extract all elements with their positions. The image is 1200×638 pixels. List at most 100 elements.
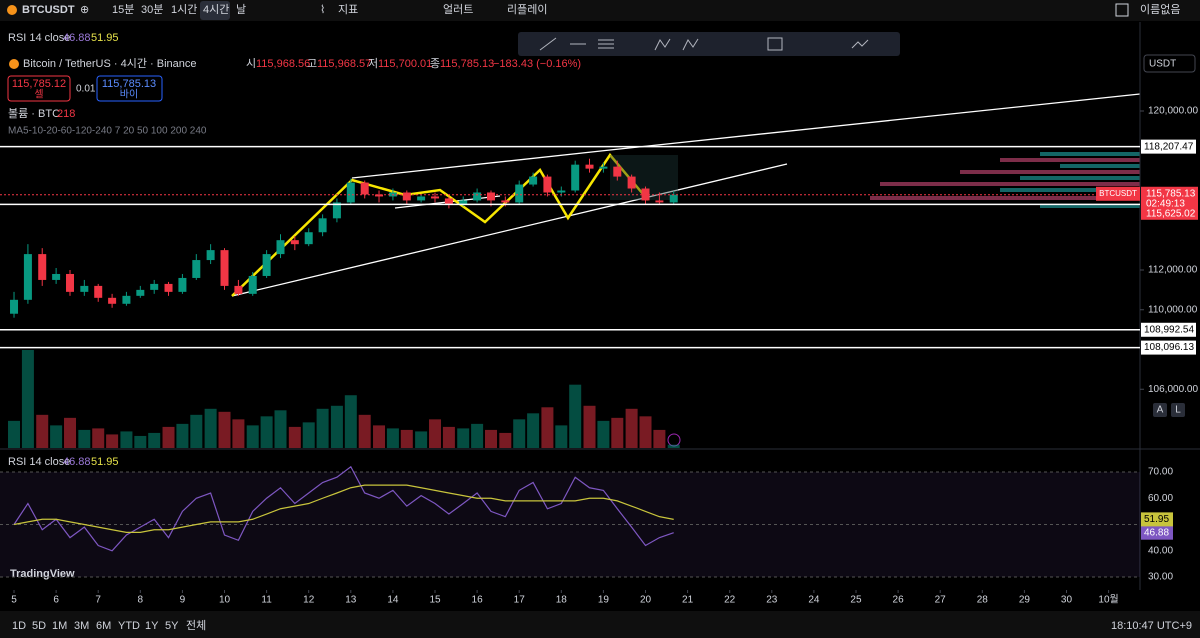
interval[interactable]: 4시간 bbox=[203, 3, 229, 16]
volume-bar bbox=[274, 410, 287, 448]
volume-bar bbox=[190, 414, 203, 448]
x-tick-label: 18 bbox=[556, 595, 568, 606]
price-label-box bbox=[1141, 340, 1196, 355]
volume-bar bbox=[639, 416, 652, 448]
x-tick-label: 16 bbox=[472, 595, 484, 606]
alerts[interactable]: 얼러트 bbox=[443, 2, 473, 16]
x-tick-label: 7 bbox=[95, 595, 101, 606]
candle-body bbox=[108, 297, 117, 304]
replay[interactable]: 리플레이 bbox=[507, 3, 547, 16]
x-tick-label: 13 bbox=[345, 595, 357, 606]
interval[interactable]: 날 bbox=[236, 3, 246, 16]
drawing-tools[interactable] bbox=[539, 37, 869, 51]
countdown: 02:49:13 bbox=[1146, 198, 1185, 209]
candle-body bbox=[23, 254, 32, 300]
candle-body bbox=[543, 176, 552, 193]
volume-bar bbox=[667, 444, 680, 448]
close-value: 115,785.13 bbox=[440, 58, 494, 70]
last-price: 115,785.13 bbox=[1146, 188, 1196, 199]
x-tick-label: 5 bbox=[11, 595, 17, 606]
candle-body bbox=[10, 299, 19, 314]
candle-body bbox=[304, 232, 313, 245]
range-button[interactable]: 1Y bbox=[145, 620, 159, 632]
currency: USDT bbox=[1149, 59, 1176, 70]
range-button[interactable]: 3M bbox=[74, 620, 89, 632]
x-tick-label: 30 bbox=[1061, 595, 1073, 606]
x-tick-label: 24 bbox=[808, 595, 820, 606]
candle-body bbox=[613, 166, 622, 177]
x-tick-label: 27 bbox=[935, 595, 947, 606]
volume-bar bbox=[429, 419, 442, 448]
candle-body bbox=[599, 166, 608, 169]
candle-body bbox=[501, 200, 510, 203]
price-label: 118,207.47 bbox=[1144, 141, 1194, 152]
buy-label: 바이 bbox=[120, 89, 138, 101]
range-button[interactable]: 1M bbox=[52, 620, 67, 632]
range-button[interactable]: YTD bbox=[118, 620, 140, 632]
sell-button[interactable] bbox=[7, 75, 71, 102]
volume-bar bbox=[373, 425, 386, 448]
pattern-drawing bbox=[231, 152, 649, 297]
price-label-box bbox=[1141, 139, 1196, 154]
open-value: 115,968.56 bbox=[256, 58, 310, 70]
interval[interactable]: 15분 bbox=[112, 4, 134, 16]
volume-bar bbox=[442, 426, 455, 448]
log-scale-label: L bbox=[1175, 405, 1181, 416]
indicators[interactable]: 지표 bbox=[338, 3, 358, 16]
x-tick-label: 29 bbox=[1019, 595, 1031, 606]
change: −183.43 (−0.16%) bbox=[493, 58, 581, 70]
toolbar bbox=[0, 0, 1200, 21]
symbol[interactable]: BTCUSDT bbox=[22, 4, 75, 16]
volume-bar bbox=[176, 423, 189, 448]
price-label: 108,992.54 bbox=[1144, 324, 1194, 335]
volume-bar bbox=[597, 420, 610, 448]
add-symbol[interactable]: ⊕ bbox=[80, 4, 89, 16]
rsi-value: 46.88 bbox=[63, 456, 91, 468]
volume-bar bbox=[134, 435, 147, 448]
volume-bar bbox=[555, 425, 568, 448]
candle-body bbox=[276, 240, 285, 255]
x-tick-label: 11 bbox=[261, 595, 272, 606]
low-label: 저 bbox=[368, 57, 378, 70]
rsi-last: 46.88 bbox=[1144, 527, 1169, 538]
bottom-bar bbox=[0, 611, 1200, 638]
bid-price: 115,625.02 bbox=[1146, 208, 1196, 219]
rsi-value: 46.88 bbox=[63, 32, 91, 44]
symbol-tag-box bbox=[1096, 186, 1140, 201]
log-scale[interactable] bbox=[1171, 403, 1185, 417]
x-tick-label: 21 bbox=[682, 595, 694, 606]
interval[interactable]: 1시간 bbox=[171, 3, 197, 16]
candle-body bbox=[234, 285, 243, 294]
range-button[interactable]: 전체 bbox=[186, 619, 206, 632]
volume-bar bbox=[204, 408, 217, 448]
volume-bar bbox=[162, 426, 175, 448]
candle-body bbox=[402, 192, 411, 201]
range-button[interactable]: 6M bbox=[96, 620, 111, 632]
volume-bar bbox=[611, 417, 624, 448]
buy-button[interactable] bbox=[96, 75, 163, 102]
layout-name[interactable]: 이름없음 bbox=[1140, 3, 1180, 16]
candle-body bbox=[136, 289, 145, 296]
candle-body bbox=[571, 164, 580, 191]
y-tick-label: 112,000.00 bbox=[1148, 265, 1198, 276]
x-tick-label: 20 bbox=[640, 595, 652, 606]
price-label-box bbox=[1141, 322, 1196, 337]
currency-box[interactable] bbox=[1143, 54, 1196, 73]
interval[interactable]: 30분 bbox=[141, 4, 163, 16]
volume-profile bbox=[870, 152, 1140, 208]
candle-body bbox=[655, 200, 664, 203]
range-button[interactable]: 5Y bbox=[165, 620, 179, 632]
auto-scale[interactable] bbox=[1153, 403, 1167, 417]
high-label: 고 bbox=[307, 58, 317, 70]
volume-bar bbox=[288, 426, 301, 448]
candle-body bbox=[122, 295, 131, 304]
volume-bar bbox=[120, 431, 133, 448]
candle-body bbox=[38, 254, 47, 280]
volume-bar bbox=[21, 350, 34, 448]
candle-body bbox=[94, 285, 103, 298]
range-button[interactable]: 5D bbox=[32, 620, 46, 632]
range-button[interactable]: 1D bbox=[12, 620, 26, 632]
spread: 0.01 bbox=[76, 84, 96, 95]
x-tick-label: 8 bbox=[138, 595, 144, 606]
